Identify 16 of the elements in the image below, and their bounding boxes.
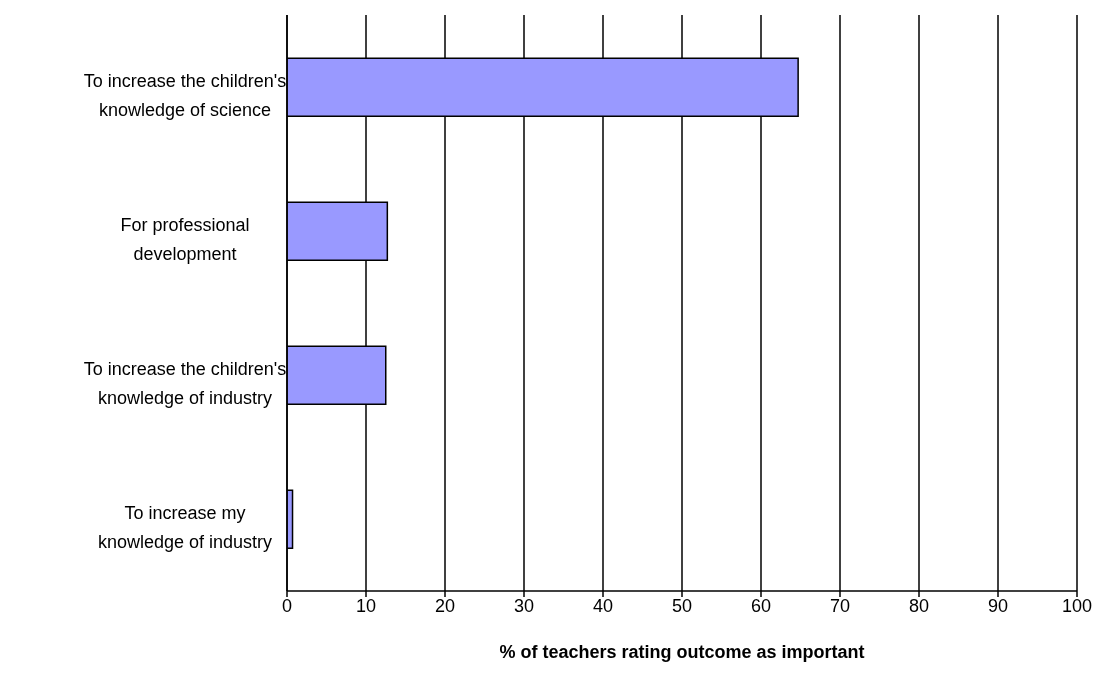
x-tick-label: 10 — [355, 595, 377, 616]
x-tick-label: 80 — [908, 595, 930, 616]
x-tick-label: 50 — [671, 595, 693, 616]
x-tick-label: 100 — [1061, 595, 1093, 616]
x-tick-label: 30 — [513, 595, 535, 616]
x-tick-label: 20 — [434, 595, 456, 616]
y-tick-label: To increase my knowledge of industry — [97, 503, 273, 552]
x-tick-label: 60 — [750, 595, 772, 616]
x-tick-label: 70 — [829, 595, 851, 616]
x-tick-label: 0 — [281, 595, 293, 616]
x-tick-label: 40 — [592, 595, 614, 616]
y-tick-label: To increase the children's knowledge of industry — [83, 359, 287, 408]
x-tick-label: 90 — [987, 595, 1009, 616]
y-tick-label: To increase the children's knowledge of science — [83, 71, 287, 120]
x-axis-title: % of teachers rating outcome as important — [499, 642, 865, 662]
y-tick-label: For professional development — [120, 215, 250, 264]
